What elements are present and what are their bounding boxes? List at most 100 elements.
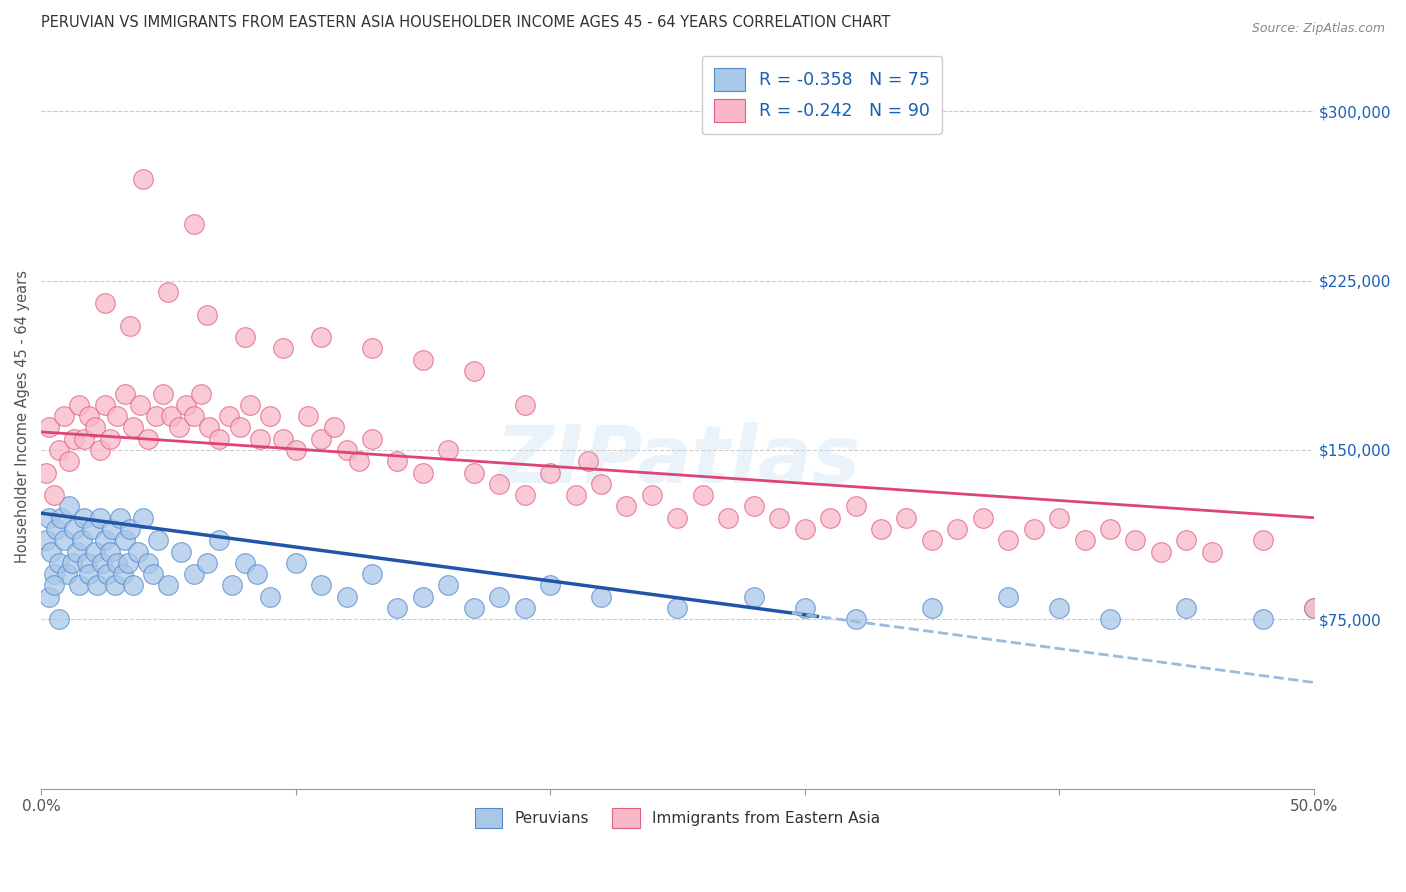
Point [271,432,294,446]
Point [114,386,136,401]
Point [921,601,943,615]
Point [1047,510,1070,524]
Point [1150,544,1173,558]
Point [221,578,243,592]
Point [35,466,58,480]
Point [309,578,332,592]
Point [412,352,434,367]
Text: Source: ZipAtlas.com: Source: ZipAtlas.com [1251,22,1385,36]
Point [48,442,70,457]
Point [108,510,131,524]
Point [576,454,599,468]
Point [42,578,65,592]
Point [742,500,765,514]
Point [437,578,460,592]
Point [218,409,240,423]
Point [1175,601,1198,615]
Point [208,533,231,548]
Point [121,578,143,592]
Point [589,590,612,604]
Point [157,285,180,299]
Point [93,296,115,310]
Point [48,556,70,570]
Point [513,488,536,502]
Point [145,409,167,423]
Point [513,601,536,615]
Point [183,567,205,582]
Point [38,590,60,604]
Point [284,556,307,570]
Point [160,409,183,423]
Point [174,398,197,412]
Point [1022,522,1045,536]
Point [1201,544,1223,558]
Point [79,567,101,582]
Legend: Peruvians, Immigrants from Eastern Asia: Peruvians, Immigrants from Eastern Asia [465,799,889,837]
Point [259,590,281,604]
Point [844,612,866,626]
Point [228,420,250,434]
Point [1125,533,1147,548]
Point [233,330,256,344]
Point [136,432,159,446]
Point [89,442,111,457]
Point [73,432,96,446]
Point [39,544,62,558]
Point [93,533,115,548]
Point [997,533,1019,548]
Point [309,432,332,446]
Point [1302,601,1324,615]
Point [793,522,815,536]
Point [1251,612,1274,626]
Point [98,544,121,558]
Point [107,409,129,423]
Point [170,544,193,558]
Point [60,556,83,570]
Point [45,522,67,536]
Point [463,364,485,378]
Point [117,556,139,570]
Point [335,590,357,604]
Point [538,466,561,480]
Point [195,308,218,322]
Point [142,567,165,582]
Point [80,522,103,536]
Point [616,500,638,514]
Point [692,488,714,502]
Point [38,420,60,434]
Point [666,601,689,615]
Point [896,510,918,524]
Point [111,567,134,582]
Point [437,442,460,457]
Point [1073,533,1095,548]
Point [83,544,105,558]
Point [208,432,231,446]
Point [259,409,281,423]
Point [58,454,80,468]
Point [73,510,96,524]
Point [412,590,434,604]
Point [412,466,434,480]
Point [76,556,98,570]
Point [121,420,143,434]
Point [488,476,510,491]
Point [249,432,271,446]
Point [666,510,689,524]
Point [51,510,73,524]
Point [48,612,70,626]
Point [997,590,1019,604]
Point [93,398,115,412]
Point [91,556,114,570]
Point [297,409,319,423]
Point [53,533,76,548]
Point [488,590,510,604]
Point [67,578,90,592]
Point [63,432,86,446]
Point [127,544,149,558]
Point [63,522,86,536]
Point [361,342,384,356]
Point [83,420,105,434]
Point [42,488,65,502]
Point [120,318,142,333]
Text: ZIPatlas: ZIPatlas [495,422,860,500]
